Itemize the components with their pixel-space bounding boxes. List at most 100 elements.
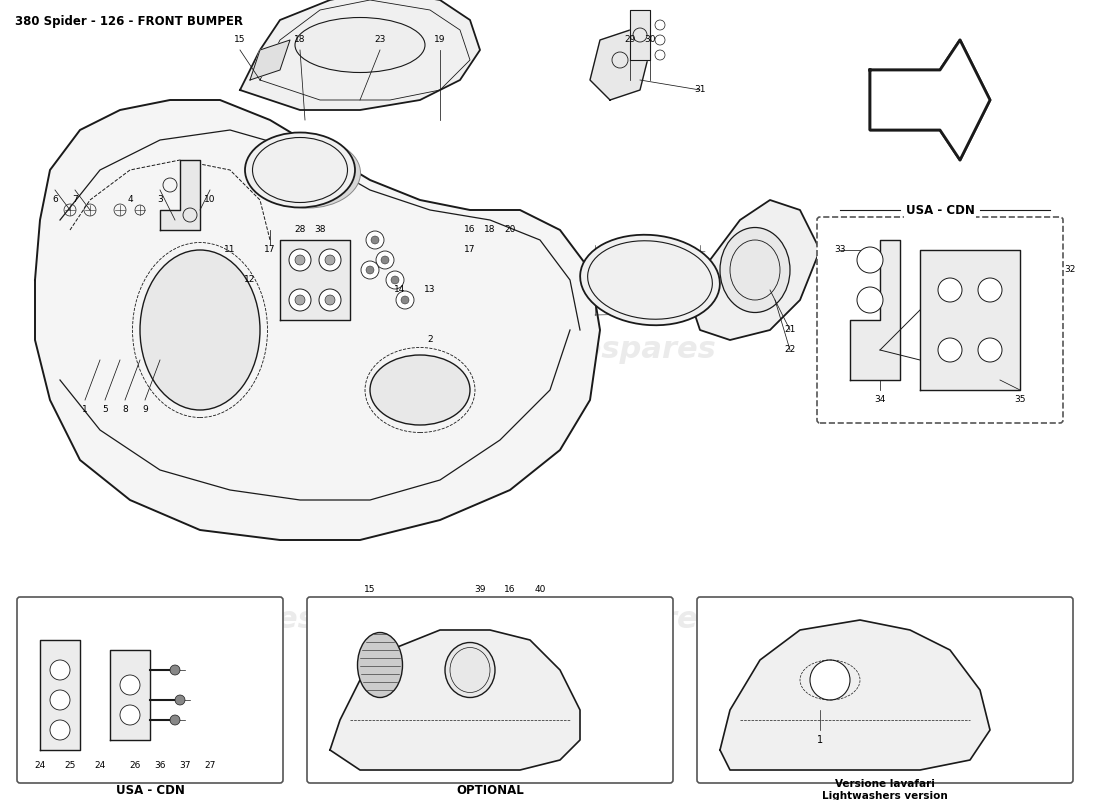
Text: 7: 7	[73, 195, 78, 205]
Text: 9: 9	[142, 406, 147, 414]
Text: OPTIONAL: OPTIONAL	[456, 783, 524, 797]
Text: 23: 23	[374, 35, 386, 45]
Ellipse shape	[245, 133, 355, 207]
Ellipse shape	[140, 250, 260, 410]
Circle shape	[50, 690, 70, 710]
Ellipse shape	[580, 234, 719, 326]
Circle shape	[120, 675, 140, 695]
Text: 30: 30	[645, 35, 656, 45]
Polygon shape	[110, 650, 150, 740]
FancyBboxPatch shape	[697, 597, 1072, 783]
Text: 36: 36	[154, 761, 166, 770]
Text: 20: 20	[504, 226, 516, 234]
Polygon shape	[160, 160, 200, 230]
Circle shape	[857, 287, 883, 313]
Text: eurospares: eurospares	[123, 335, 317, 365]
Circle shape	[120, 705, 140, 725]
Text: 4: 4	[128, 195, 133, 205]
Polygon shape	[720, 620, 990, 770]
Circle shape	[371, 236, 380, 244]
Text: 35: 35	[1014, 395, 1025, 405]
Text: 16: 16	[464, 226, 475, 234]
Circle shape	[295, 255, 305, 265]
Polygon shape	[240, 0, 480, 110]
Text: 34: 34	[874, 395, 886, 405]
Text: 6: 6	[52, 195, 58, 205]
Polygon shape	[690, 200, 820, 340]
Text: USA - CDN: USA - CDN	[116, 783, 185, 797]
Text: 5: 5	[102, 406, 108, 414]
Text: 14: 14	[394, 286, 406, 294]
Circle shape	[170, 715, 180, 725]
Text: 24: 24	[34, 761, 45, 770]
Circle shape	[938, 278, 962, 302]
Text: Versione lavafari
Lightwashers version: Versione lavafari Lightwashers version	[822, 779, 948, 800]
Circle shape	[319, 249, 341, 271]
FancyBboxPatch shape	[16, 597, 283, 783]
Text: 18: 18	[295, 35, 306, 45]
Text: 19: 19	[434, 35, 446, 45]
Circle shape	[386, 271, 404, 289]
Circle shape	[319, 289, 341, 311]
Text: eurospares: eurospares	[524, 606, 716, 634]
Circle shape	[295, 295, 305, 305]
Ellipse shape	[370, 355, 470, 425]
Text: 39: 39	[474, 586, 486, 594]
Text: 22: 22	[784, 346, 795, 354]
Ellipse shape	[720, 227, 790, 313]
Text: 27: 27	[205, 761, 216, 770]
Text: 18: 18	[484, 226, 496, 234]
Text: 10: 10	[205, 195, 216, 205]
Text: 17: 17	[264, 246, 276, 254]
Text: 32: 32	[1065, 266, 1076, 274]
Text: 11: 11	[224, 246, 235, 254]
Circle shape	[396, 291, 414, 309]
Text: 25: 25	[64, 761, 76, 770]
Polygon shape	[850, 240, 900, 380]
Polygon shape	[870, 40, 990, 160]
Polygon shape	[250, 40, 290, 80]
Circle shape	[390, 276, 399, 284]
Ellipse shape	[358, 633, 403, 698]
Text: 29: 29	[625, 35, 636, 45]
Circle shape	[50, 660, 70, 680]
Circle shape	[978, 278, 1002, 302]
Circle shape	[289, 249, 311, 271]
Text: 3: 3	[157, 195, 163, 205]
Circle shape	[402, 296, 409, 304]
Circle shape	[978, 338, 1002, 362]
Circle shape	[50, 720, 70, 740]
Ellipse shape	[446, 642, 495, 698]
Text: 15: 15	[364, 586, 376, 594]
Circle shape	[361, 261, 379, 279]
Text: 1: 1	[82, 406, 88, 414]
FancyBboxPatch shape	[307, 597, 673, 783]
Text: 21: 21	[784, 326, 795, 334]
Circle shape	[324, 295, 336, 305]
Text: 1: 1	[817, 735, 823, 745]
Text: 26: 26	[130, 761, 141, 770]
Circle shape	[376, 251, 394, 269]
Text: 24: 24	[95, 761, 106, 770]
Circle shape	[324, 255, 336, 265]
Circle shape	[366, 231, 384, 249]
Circle shape	[175, 695, 185, 705]
Polygon shape	[280, 240, 350, 320]
Text: 38: 38	[315, 226, 326, 234]
Circle shape	[366, 266, 374, 274]
Polygon shape	[330, 630, 580, 770]
Text: eurospares: eurospares	[123, 606, 317, 634]
Text: 2: 2	[427, 335, 432, 345]
Text: 28: 28	[295, 226, 306, 234]
Ellipse shape	[255, 138, 361, 208]
Text: USA - CDN: USA - CDN	[905, 203, 975, 217]
Circle shape	[381, 256, 389, 264]
Text: 16: 16	[504, 586, 516, 594]
Text: 33: 33	[834, 246, 846, 254]
Text: 40: 40	[535, 586, 546, 594]
Ellipse shape	[295, 18, 425, 73]
Circle shape	[938, 338, 962, 362]
Text: 380 Spider - 126 - FRONT BUMPER: 380 Spider - 126 - FRONT BUMPER	[15, 15, 243, 28]
Polygon shape	[590, 30, 650, 100]
Polygon shape	[870, 40, 990, 160]
